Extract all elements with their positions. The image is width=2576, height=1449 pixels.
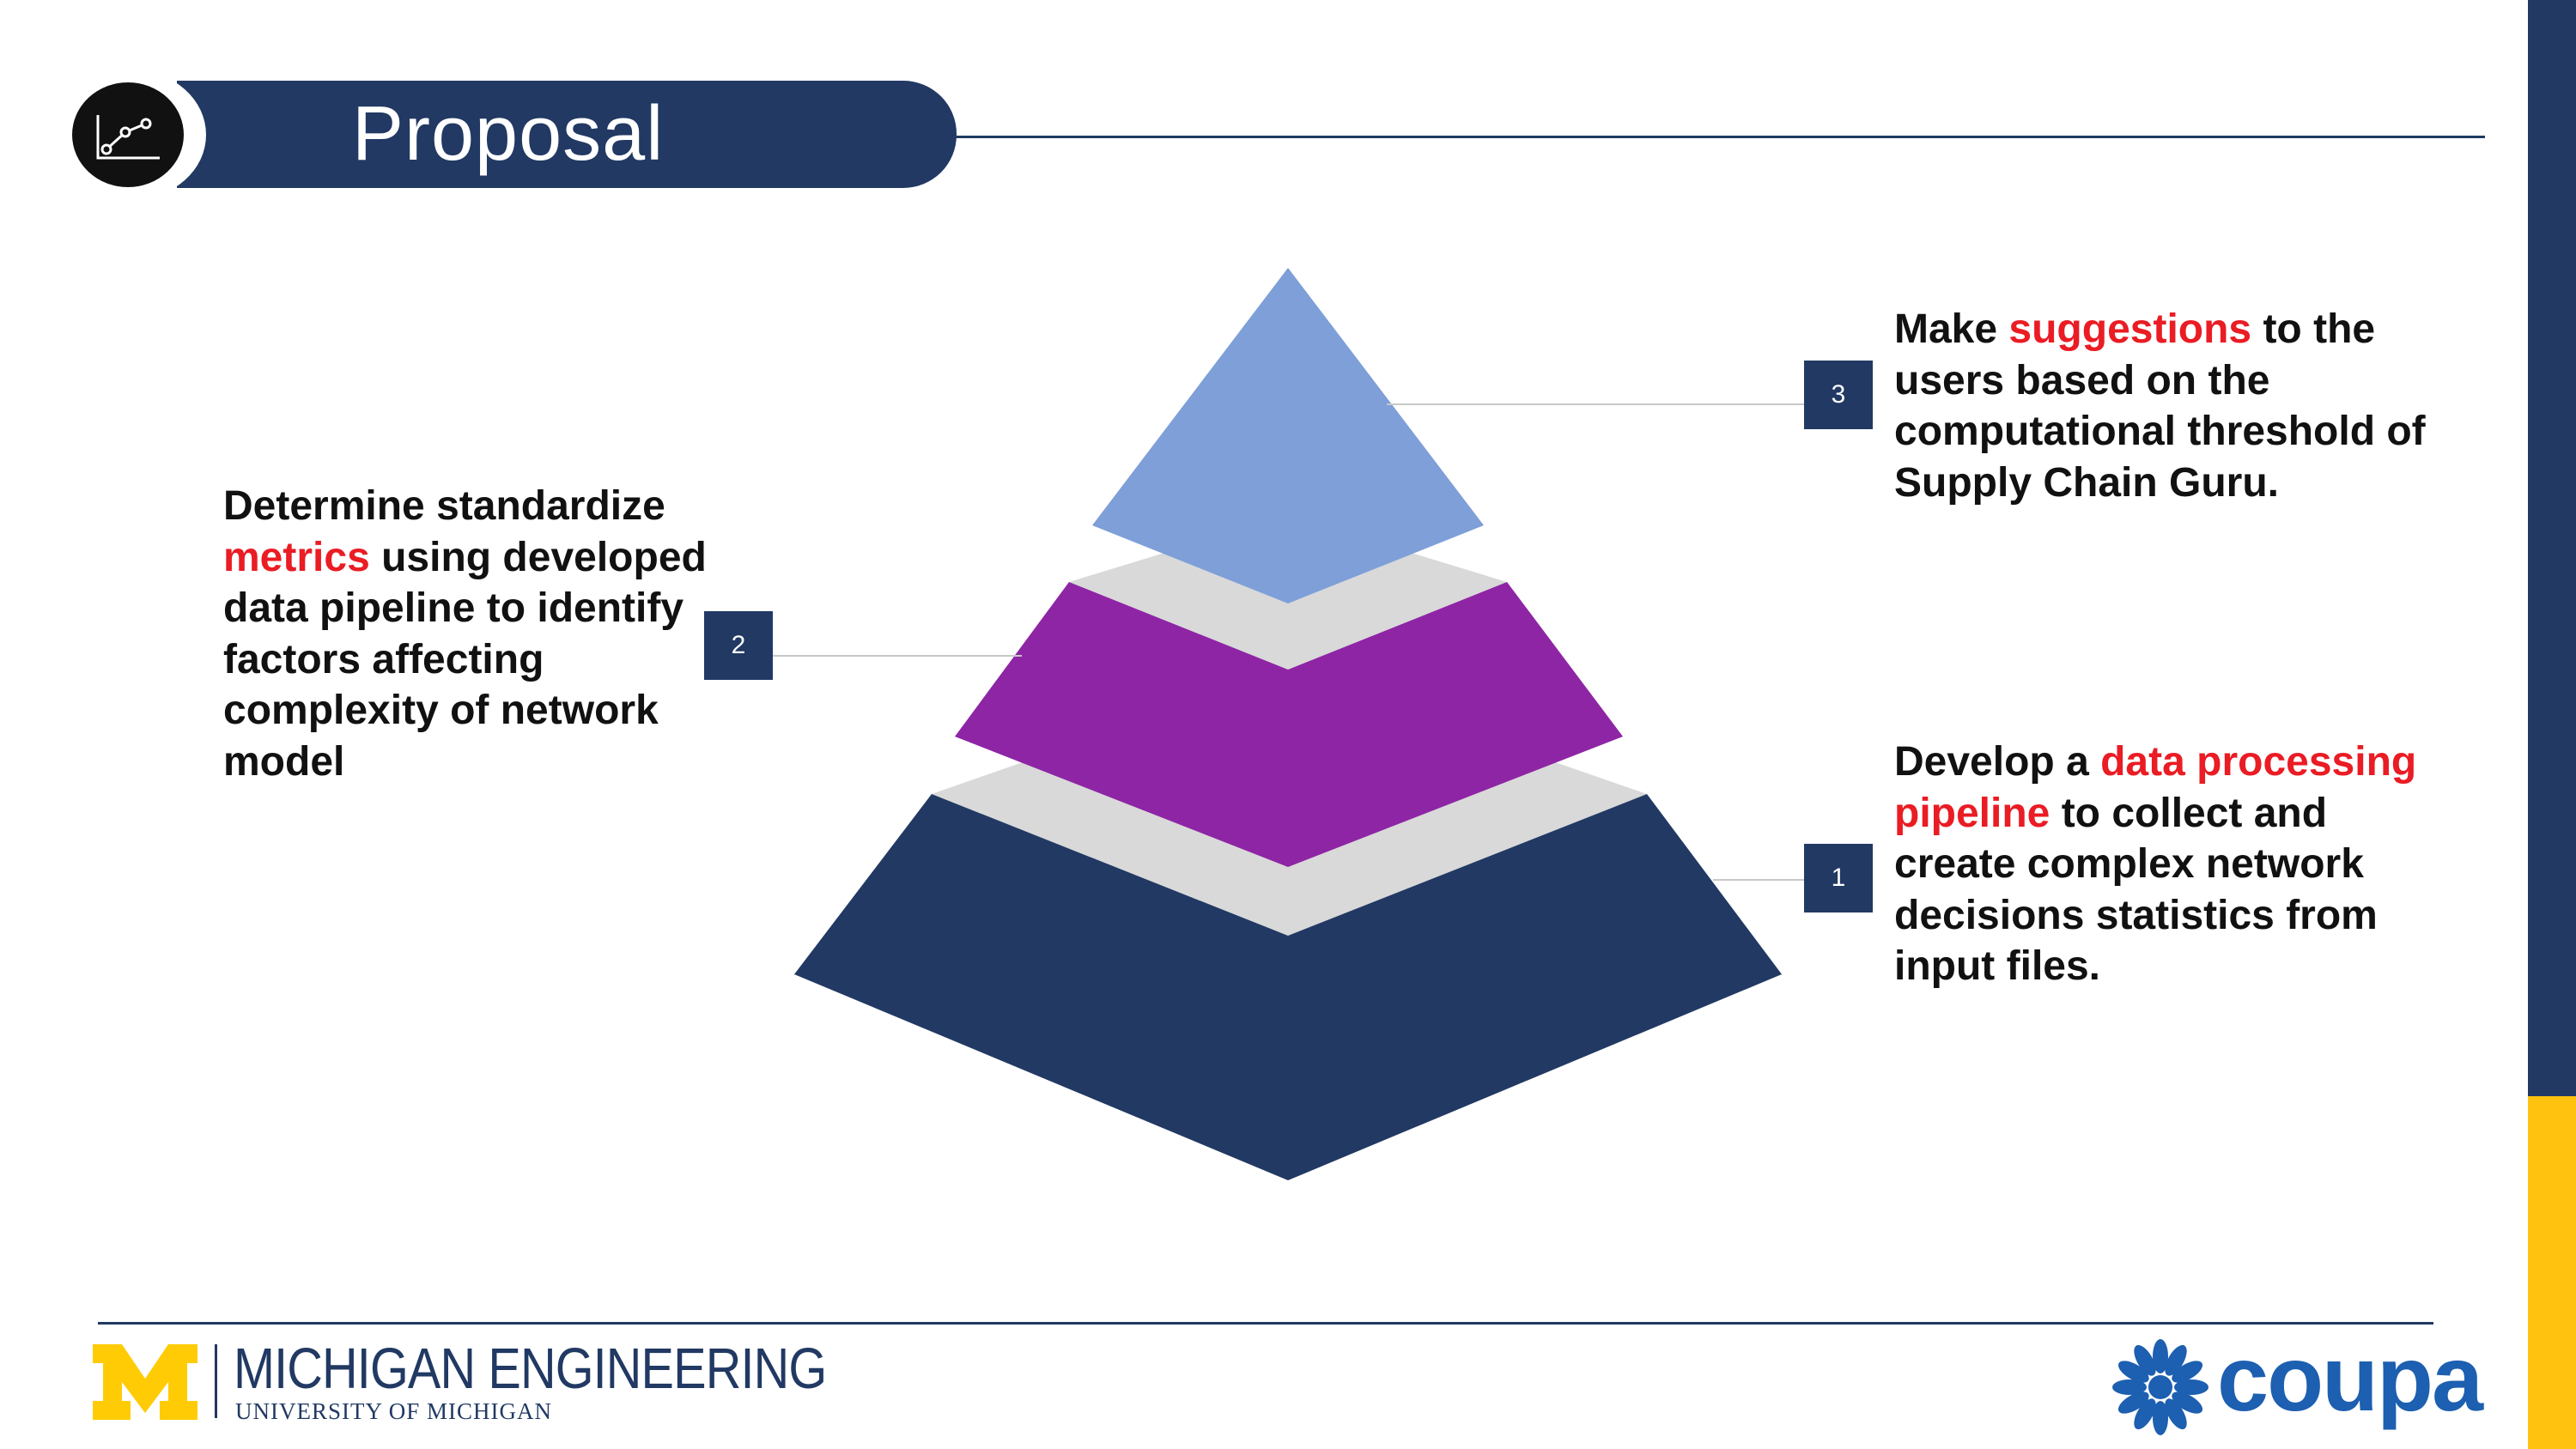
line-chart-icon (72, 82, 184, 187)
header-rule (955, 136, 2485, 138)
pyramid-tier-bottom (794, 794, 1782, 1180)
coupa-petal (2134, 1344, 2156, 1376)
desc-part: Make (1894, 306, 2009, 352)
coupa-petal (2117, 1361, 2149, 1383)
coupa-petal (2153, 1401, 2168, 1435)
desc-part: Determine standardize (223, 483, 665, 529)
tier-2-description: Determine standardize metrics using deve… (223, 481, 738, 787)
footer-university: UNIVERSITY OF MICHIGAN (235, 1398, 552, 1424)
connector-3 (1387, 403, 1804, 405)
tier-number-2: 2 (704, 611, 773, 680)
footer-rule (98, 1322, 2433, 1325)
connector-2 (773, 655, 1022, 657)
desc-highlight: data processing pipeline (1894, 739, 2417, 836)
coupa-petal (2134, 1398, 2156, 1430)
tier-1-description: Develop a data processing pipeline to co… (1894, 737, 2444, 992)
desc-part: using developed data pipeline to identif… (223, 534, 707, 785)
footer-org-name: MICHIGAN ENGINEERING (234, 1337, 827, 1401)
page-title: Proposal (352, 91, 665, 177)
coupa-logo-text: coupa (2217, 1326, 2483, 1430)
title-banner (177, 81, 957, 188)
coupa-petal (2153, 1339, 2168, 1373)
coupa-center (2148, 1375, 2172, 1399)
coupa-petal (2174, 1379, 2208, 1395)
coupa-petal (2112, 1379, 2147, 1395)
coupa-petal (2117, 1391, 2149, 1414)
tier-number-1: 1 (1804, 844, 1873, 912)
tier-3-description: Make suggestions to the users based on t… (1894, 304, 2444, 508)
desc-highlight: metrics (223, 534, 370, 580)
desc-part: to collect and create complex network de… (1894, 790, 2378, 990)
desc-part: Develop a (1894, 739, 2101, 785)
footer-divider (215, 1344, 217, 1418)
coupa-flower-icon (2112, 1339, 2208, 1435)
desc-highlight: suggestions (2008, 306, 2252, 352)
edge-bar-gold (2528, 1096, 2576, 1449)
tier-number-3: 3 (1804, 361, 1873, 429)
edge-bar-navy (2528, 0, 2576, 1096)
pyramid-tier-middle (955, 582, 1623, 867)
coupa-petal (2165, 1398, 2187, 1430)
coupa-petal (2172, 1391, 2203, 1414)
pyramid-tier-top (1092, 268, 1484, 603)
desc-part: to the users based on the computational … (1894, 306, 2426, 506)
block-m-logo (93, 1344, 197, 1420)
coupa-petal (2165, 1344, 2187, 1376)
coupa-petal (2172, 1361, 2203, 1383)
connector-1 (1713, 879, 1804, 881)
